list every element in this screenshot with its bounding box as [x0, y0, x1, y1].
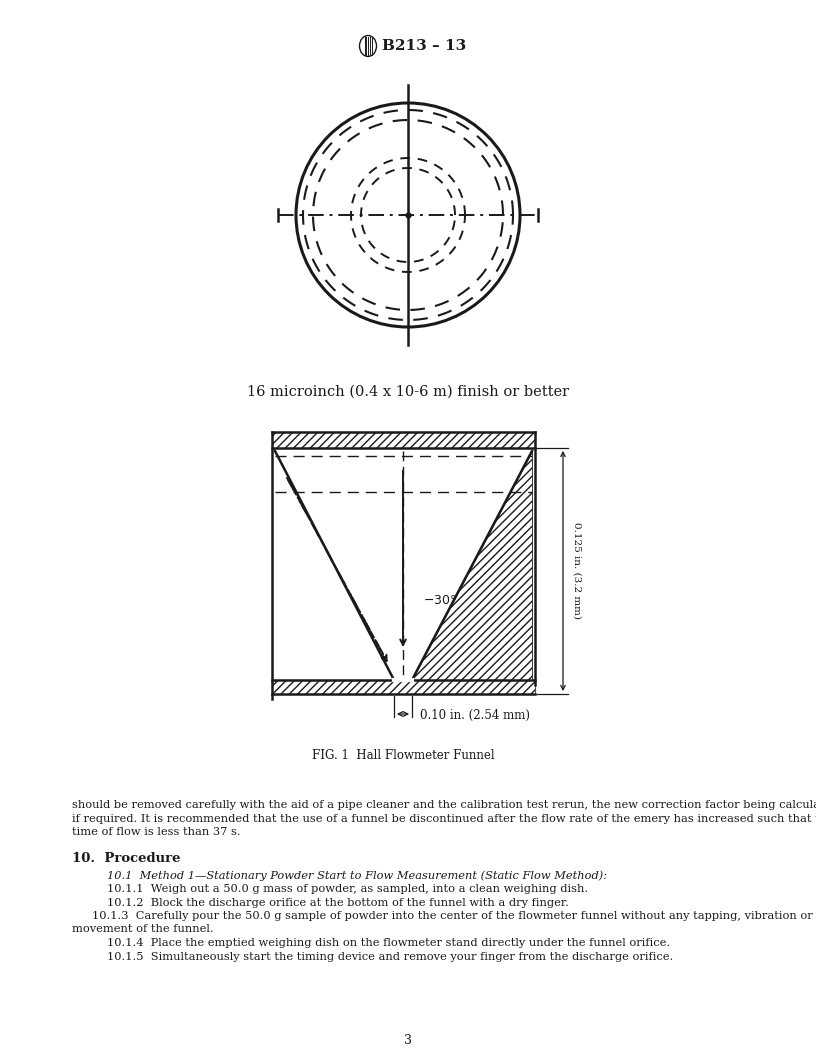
Text: B213 – 13: B213 – 13: [382, 39, 466, 53]
Text: 10.  Procedure: 10. Procedure: [72, 852, 180, 866]
Text: 10.1.2  Block the discharge orifice at the bottom of the funnel with a dry finge: 10.1.2 Block the discharge orifice at th…: [107, 898, 569, 907]
Text: 10.1.1  Weigh out a 50.0 g mass of powder, as sampled, into a clean weighing dis: 10.1.1 Weigh out a 50.0 g mass of powder…: [107, 884, 588, 894]
Text: 0.10 in. (2.54 mm): 0.10 in. (2.54 mm): [420, 709, 530, 721]
Text: 10.1.5  Simultaneously start the timing device and remove your finger from the d: 10.1.5 Simultaneously start the timing d…: [107, 951, 673, 962]
Text: 16 microinch (0.4 x 10-6 m) finish or better: 16 microinch (0.4 x 10-6 m) finish or be…: [247, 385, 569, 399]
Text: if required. It is recommended that the use of a funnel be discontinued after th: if required. It is recommended that the …: [72, 813, 816, 824]
Text: FIG. 1  Hall Flowmeter Funnel: FIG. 1 Hall Flowmeter Funnel: [312, 749, 494, 762]
Text: movement of the funnel.: movement of the funnel.: [72, 924, 214, 935]
Text: 10.1.3  Carefully pour the 50.0 g sample of powder into the center of the flowme: 10.1.3 Carefully pour the 50.0 g sample …: [92, 911, 813, 921]
Text: 10.1.4  Place the emptied weighing dish on the flowmeter stand directly under th: 10.1.4 Place the emptied weighing dish o…: [107, 938, 670, 948]
Text: 10.1  Method 1—Stationary Powder Start to Flow Measurement (Static Flow Method):: 10.1 Method 1—Stationary Powder Start to…: [107, 870, 607, 881]
Text: 0.125 in. (3.2 mm): 0.125 in. (3.2 mm): [573, 523, 582, 620]
Text: time of flow is less than 37 s.: time of flow is less than 37 s.: [72, 827, 241, 837]
Text: 3: 3: [404, 1034, 412, 1046]
Text: $-30°$: $-30°$: [423, 593, 456, 606]
Text: should be removed carefully with the aid of a pipe cleaner and the calibration t: should be removed carefully with the aid…: [72, 800, 816, 810]
